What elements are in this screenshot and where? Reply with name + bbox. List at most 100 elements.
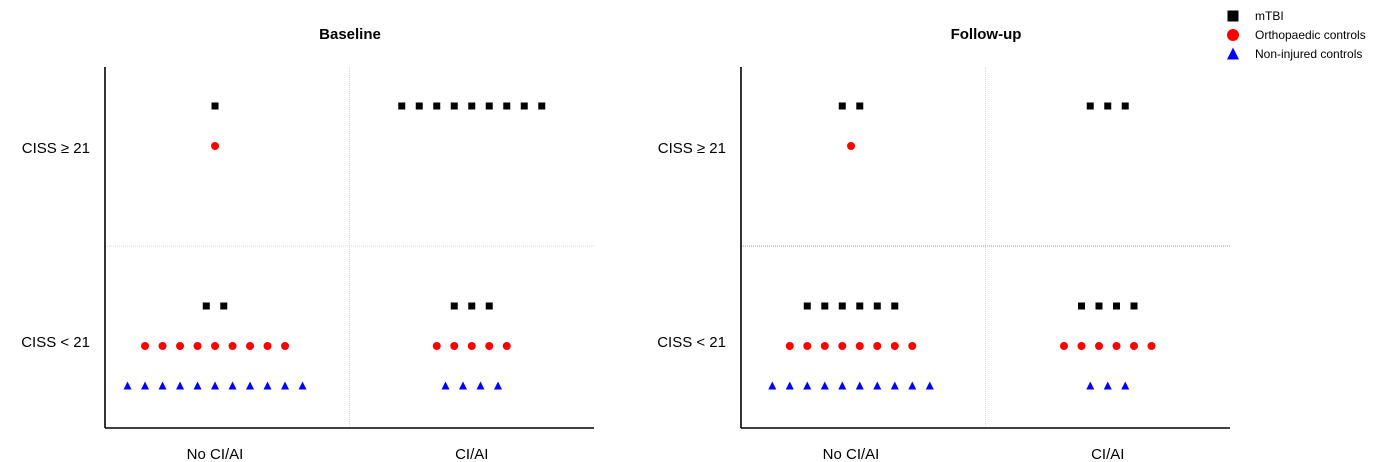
marker-orthopaedic-controls — [1060, 342, 1068, 350]
marker-orthopaedic-controls — [281, 342, 290, 350]
marker-orthopaedic-controls — [1077, 342, 1086, 350]
marker-mtbi — [838, 102, 846, 110]
marker-non-injured-controls — [908, 381, 917, 390]
marker-mtbi — [838, 302, 846, 310]
marker-non-injured-controls — [441, 381, 450, 390]
marker-orthopaedic-controls — [485, 342, 494, 350]
marker-mtbi — [415, 102, 423, 110]
x-tick-label-ci-ai: CI/AI — [455, 446, 488, 462]
panel-follow-up: Follow-up No CI/AI CI/AI CISS < 21 CISS ≥ 21 — [657, 26, 1230, 462]
marker-non-injured-controls — [1086, 381, 1095, 390]
marker-non-injured-controls — [141, 381, 150, 390]
marker-mtbi — [856, 102, 864, 110]
panel-baseline: Baseline No CI/AI CI/AI CISS < 21 CISS ≥ 21 — [21, 26, 594, 462]
marker-mtbi — [1121, 102, 1129, 110]
marker-non-injured-controls — [1121, 381, 1130, 390]
marker-non-injured-controls — [298, 381, 307, 390]
y-tick-label-ciss-lt-21: CISS < 21 — [657, 334, 726, 351]
marker-non-injured-controls — [476, 381, 485, 390]
marker-orthopaedic-controls — [908, 342, 917, 350]
marker-orthopaedic-controls — [1130, 342, 1138, 350]
marker-orthopaedic-controls — [847, 142, 856, 150]
y-tick-label-ciss-ge-21: CISS ≥ 21 — [658, 140, 726, 157]
marker-non-injured-controls — [890, 381, 899, 390]
marker-mtbi — [1078, 302, 1085, 310]
panel-title: Baseline — [319, 26, 381, 43]
marker-mtbi — [891, 302, 899, 310]
marker-non-injured-controls — [158, 381, 167, 390]
legend-label-non-injured-controls: Non-injured controls — [1255, 47, 1362, 61]
marker-mtbi — [803, 302, 811, 310]
legend-marker-orthopaedic-controls — [1227, 29, 1239, 41]
marker-mtbi — [1130, 302, 1138, 310]
marker-orthopaedic-controls — [193, 342, 202, 350]
x-tick-label-ci-ai: CI/AI — [1091, 446, 1124, 462]
marker-non-injured-controls — [768, 381, 777, 390]
marker-mtbi — [433, 102, 441, 110]
marker-mtbi — [821, 302, 829, 310]
marker-orthopaedic-controls — [176, 342, 185, 350]
marker-mtbi — [450, 102, 458, 110]
x-tick-label-no-ci-ai: No CI/AI — [187, 446, 244, 462]
marker-orthopaedic-controls — [211, 142, 220, 150]
marker-orthopaedic-controls — [158, 342, 167, 350]
marker-non-injured-controls — [1103, 381, 1112, 390]
marker-non-injured-controls — [925, 381, 934, 390]
marker-orthopaedic-controls — [820, 342, 829, 350]
marker-orthopaedic-controls — [450, 342, 459, 350]
legend-marker-mtbi — [1227, 10, 1239, 22]
marker-non-injured-controls — [193, 381, 202, 390]
marker-non-injured-controls — [228, 381, 237, 390]
marker-mtbi — [503, 102, 511, 110]
marker-mtbi — [398, 102, 406, 110]
legend: mTBI Orthopaedic controls Non-injured cont… — [1227, 9, 1366, 61]
marker-non-injured-controls — [803, 381, 812, 390]
marker-mtbi — [468, 302, 476, 310]
marker-orthopaedic-controls — [263, 342, 272, 350]
marker-orthopaedic-controls — [873, 342, 882, 350]
marker-orthopaedic-controls — [228, 342, 237, 350]
marker-mtbi — [211, 102, 219, 110]
marker-non-injured-controls — [494, 381, 502, 390]
marker-orthopaedic-controls — [141, 342, 150, 350]
marker-orthopaedic-controls — [1095, 342, 1103, 350]
marker-mtbi — [856, 302, 864, 310]
y-tick-label-ciss-lt-21: CISS < 21 — [21, 334, 90, 351]
legend-marker-non-injured-controls — [1227, 47, 1239, 60]
marker-mtbi — [220, 302, 228, 310]
marker-orthopaedic-controls — [211, 342, 220, 350]
marker-non-injured-controls — [838, 381, 847, 390]
marker-orthopaedic-controls — [838, 342, 847, 350]
marker-orthopaedic-controls — [803, 342, 812, 350]
marker-mtbi — [485, 302, 493, 310]
marker-orthopaedic-controls — [467, 342, 476, 350]
panel-title: Follow-up — [951, 26, 1022, 43]
marker-orthopaedic-controls — [502, 342, 511, 350]
marker-orthopaedic-controls — [246, 342, 255, 350]
marker-non-injured-controls — [176, 381, 185, 390]
marker-non-injured-controls — [459, 381, 467, 390]
marker-mtbi — [468, 102, 476, 110]
marker-non-injured-controls — [855, 381, 864, 390]
marker-non-injured-controls — [820, 381, 829, 390]
marker-non-injured-controls — [263, 381, 272, 390]
marker-mtbi — [450, 302, 458, 310]
y-tick-label-ciss-ge-21: CISS ≥ 21 — [22, 140, 90, 157]
legend-label-orthopaedic-controls: Orthopaedic controls — [1255, 28, 1366, 42]
marker-mtbi — [1095, 302, 1103, 310]
marker-mtbi — [520, 102, 528, 110]
marker-mtbi — [1113, 302, 1120, 310]
marker-mtbi — [485, 102, 493, 110]
marker-orthopaedic-controls — [855, 342, 864, 350]
x-tick-label-no-ci-ai: No CI/AI — [823, 446, 880, 462]
marker-orthopaedic-controls — [890, 342, 899, 350]
marker-non-injured-controls — [281, 381, 290, 390]
marker-mtbi — [538, 102, 546, 110]
marker-non-injured-controls — [873, 381, 882, 390]
marker-mtbi — [1086, 102, 1094, 110]
marker-mtbi — [202, 302, 210, 310]
marker-orthopaedic-controls — [1112, 342, 1121, 350]
marker-non-injured-controls — [246, 381, 255, 390]
